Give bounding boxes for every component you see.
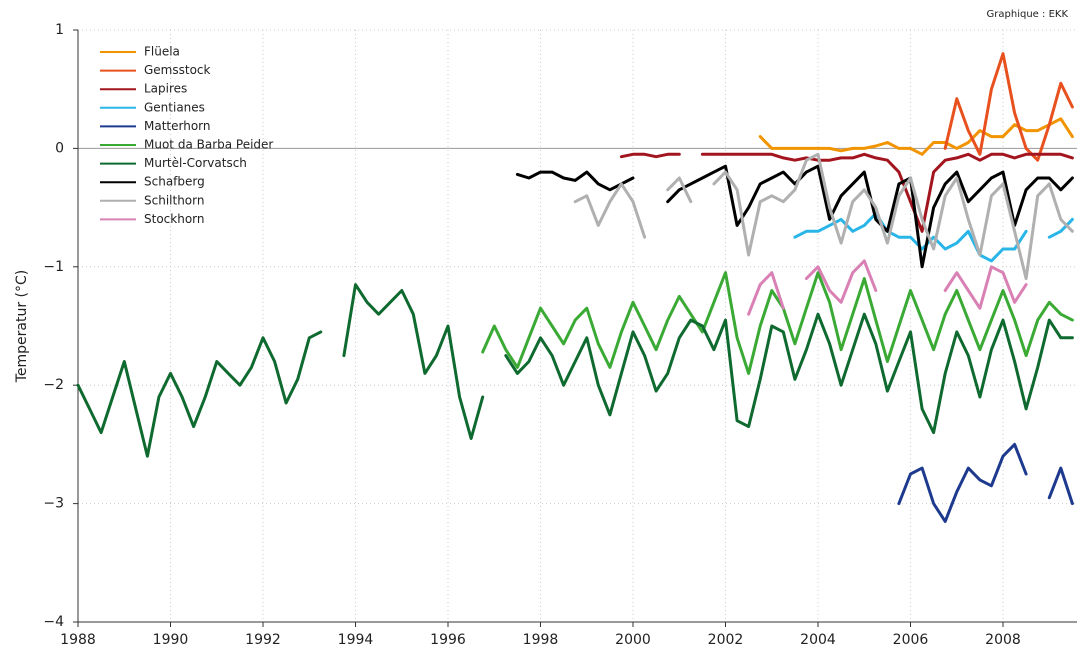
annotation: Graphique : EKK xyxy=(987,9,1069,20)
legend-label: Stockhorn xyxy=(144,212,205,226)
series-line xyxy=(515,164,1074,269)
x-tick-label: 1994 xyxy=(338,632,374,648)
x-tick-label: 2008 xyxy=(985,632,1021,648)
x-tick-label: 1992 xyxy=(245,632,281,648)
legend-label: Murtèl-Corvatsch xyxy=(144,156,247,170)
legend-label: Gemsstock xyxy=(144,63,211,77)
y-tick-label: 1 xyxy=(55,22,64,38)
legend-label: Lapires xyxy=(144,82,187,96)
y-tick-label: −3 xyxy=(43,496,64,512)
y-tick-label: −1 xyxy=(43,259,64,275)
legend-label: Muot da Barba Peider xyxy=(144,138,273,152)
y-tick-label: 0 xyxy=(55,140,64,156)
x-tick-label: 2006 xyxy=(893,632,929,648)
series-line xyxy=(943,52,1074,162)
legend-label: Matterhorn xyxy=(144,119,211,133)
series-line xyxy=(897,442,1074,523)
series-line xyxy=(619,152,1074,233)
x-tick-label: 2000 xyxy=(615,632,651,648)
legend-label: Gentianes xyxy=(144,100,205,114)
x-tick-label: 1990 xyxy=(153,632,189,648)
legend-label: Schilthorn xyxy=(144,193,204,207)
series-line xyxy=(573,152,1074,281)
y-axis-label: Temperatur (°C) xyxy=(14,270,30,384)
series-line xyxy=(481,271,1074,375)
x-tick-label: 2004 xyxy=(800,632,836,648)
legend-label: Flüela xyxy=(144,45,180,59)
x-tick-label: 1996 xyxy=(430,632,466,648)
x-tick-label: 1988 xyxy=(60,632,96,648)
series-line xyxy=(76,283,1074,458)
x-tick-label: 1998 xyxy=(523,632,559,648)
y-tick-label: −2 xyxy=(43,377,64,393)
x-tick-label: 2002 xyxy=(708,632,744,648)
y-tick-label: −4 xyxy=(43,614,64,630)
legend-label: Schafberg xyxy=(144,175,205,189)
series-line xyxy=(747,259,1028,316)
